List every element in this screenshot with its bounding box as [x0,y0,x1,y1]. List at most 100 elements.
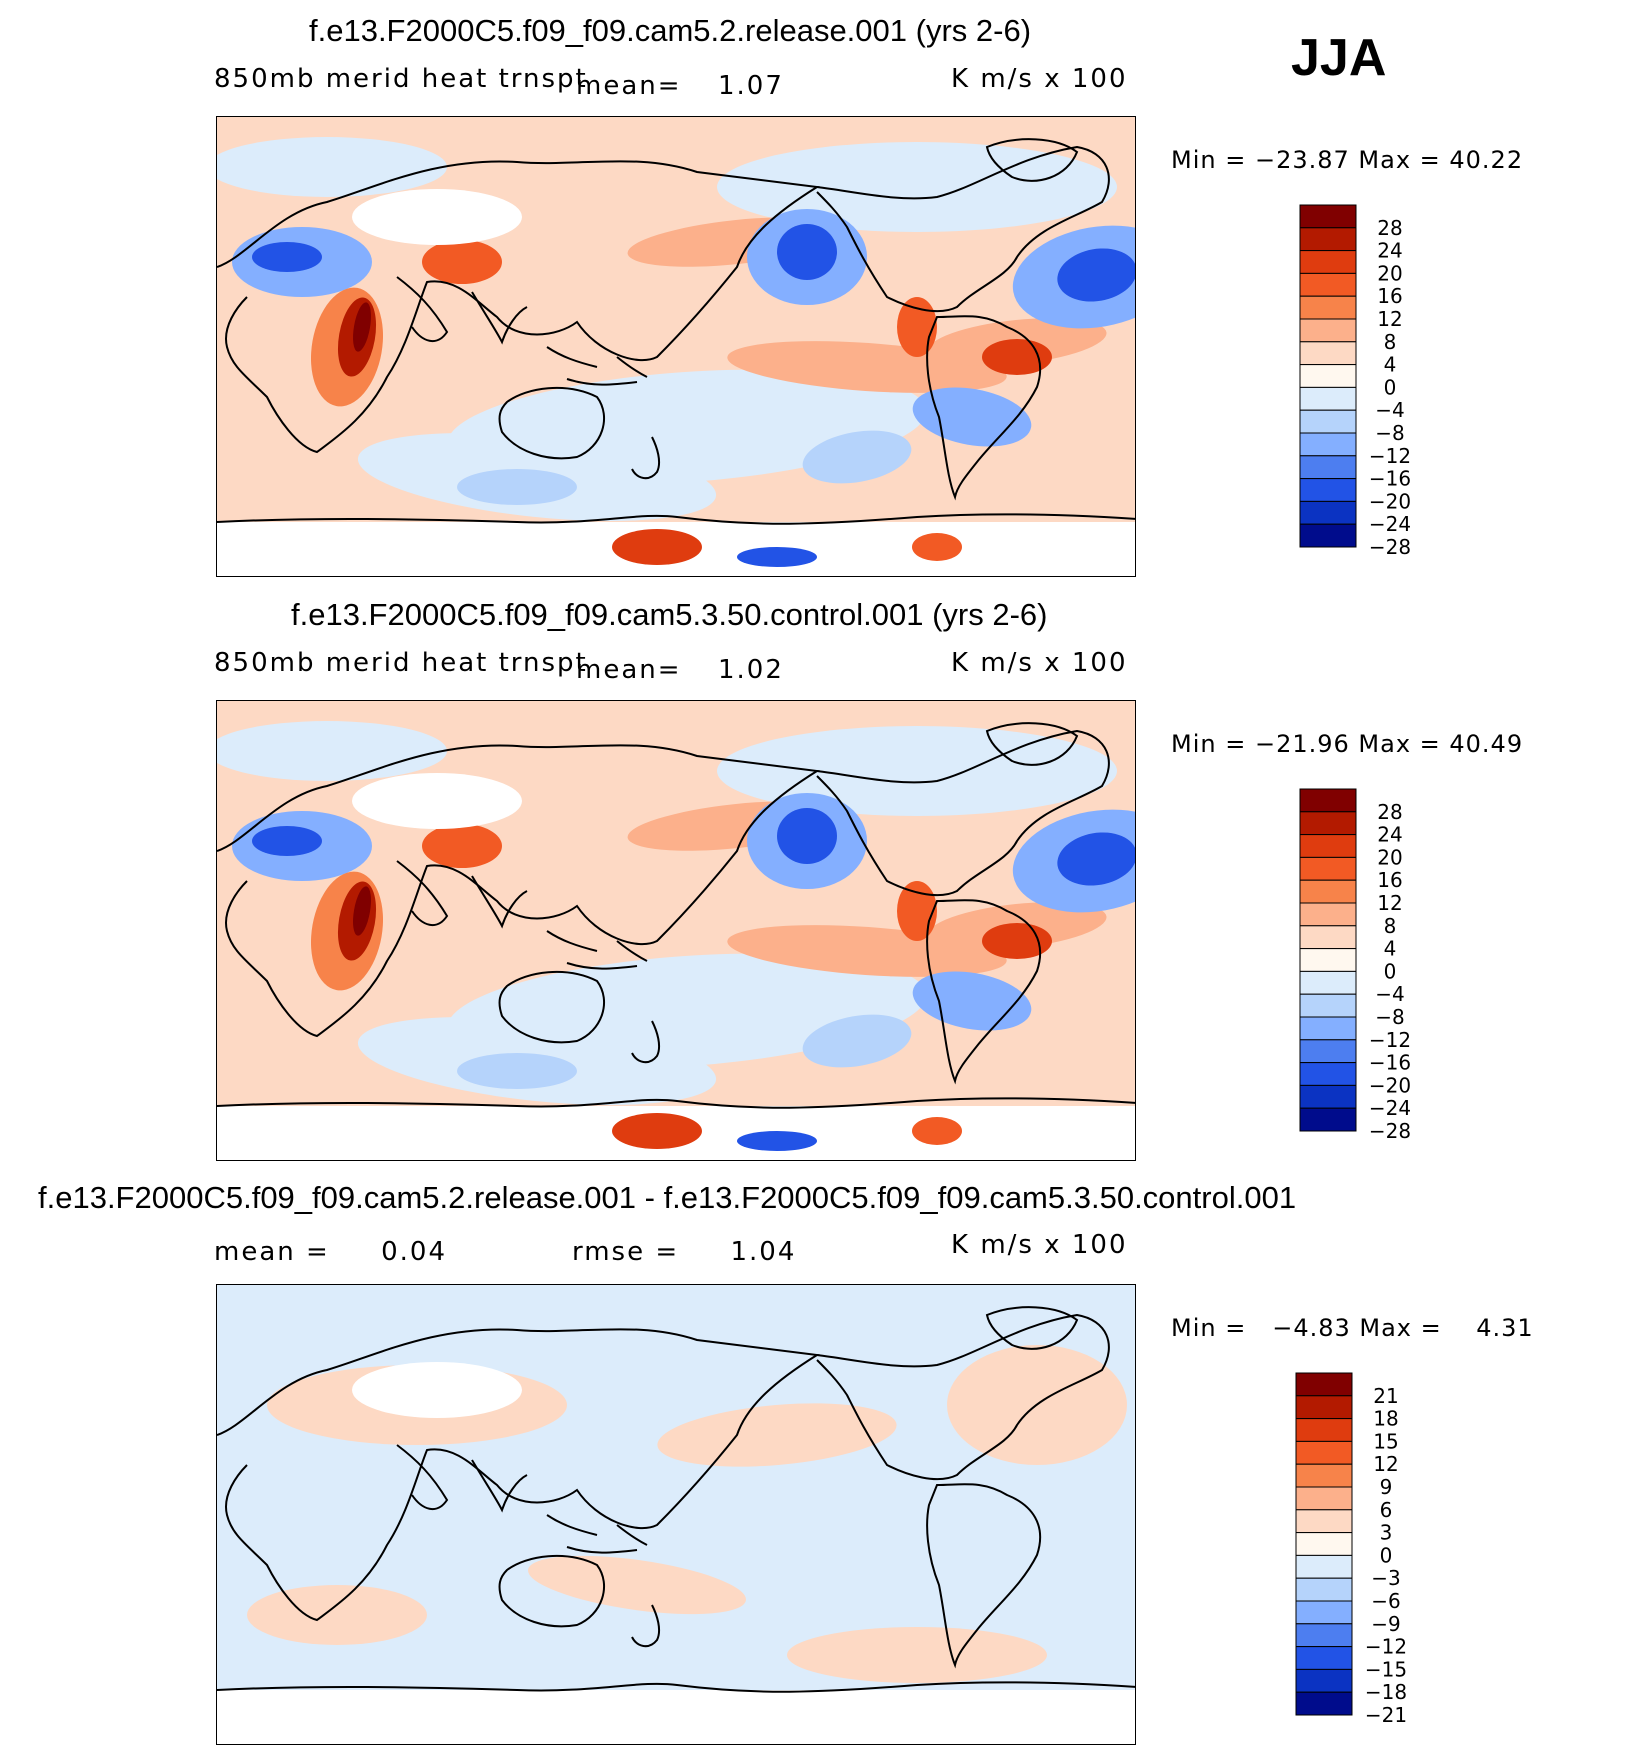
contour-fill [737,547,817,567]
colorbar-box [1295,1646,1353,1670]
contour-fill [252,242,322,272]
colorbar-tick-label: −15 [1365,1657,1407,1681]
map-feature [217,1328,820,1622]
colorbar-tick-label: 4 [1384,353,1397,377]
map-feature [926,315,1042,501]
colorbar-box [1299,523,1357,548]
colorbar-tick-label: 28 [1377,800,1402,824]
panel-2-map [216,700,1136,1161]
colorbar-box [1299,811,1357,836]
panel-2-units: K m/s x 100 [951,648,1128,678]
colorbar-box [1295,1600,1353,1625]
contour-fill [777,224,837,280]
colorbar-box [1299,970,1357,995]
map-feature [217,1681,1135,1693]
colorbar-box [1295,1463,1353,1488]
colorbar-tick-label: −18 [1365,1680,1407,1704]
colorbar-box [1295,1440,1353,1465]
colorbar-box [1299,1084,1357,1109]
contour-fill [657,1403,897,1467]
panel-2-mean-label: mean= [576,655,682,685]
colorbar-box [1299,500,1357,525]
map-feature [985,722,1079,766]
map-feature [926,899,1042,1085]
colorbar-tick-label: 12 [1373,1452,1398,1476]
colorbar-box [1295,1395,1353,1420]
panel-1-map [216,116,1136,577]
contour-fill [912,533,962,561]
panel-3-colorbar: 21 18 15 12 9 6 3 0 −3 −6 −9 −12 −15 −18 −21 [1295,1372,1436,1738]
colorbar-tick-label: 28 [1377,216,1402,240]
colorbar-tick-label: 0 [1380,1543,1393,1567]
contour-fill [982,339,1052,375]
colorbar-tick-label: 0 [1384,375,1397,399]
colorbar-box [1295,1418,1353,1442]
contour-fill [897,297,937,357]
contour-fill [1057,248,1135,302]
panel-1-units: K m/s x 100 [951,64,1128,94]
map-feature [217,744,820,1038]
colorbar-box [1299,834,1357,858]
colorbar-box [1299,318,1357,343]
contour-fill [777,808,837,864]
map-feature [546,930,648,970]
colorbar-tick-label: −12 [1369,444,1411,468]
colorbar-tick-label: 4 [1384,937,1397,961]
contour-fill [352,773,522,829]
colorbar-tick-label: −20 [1369,489,1411,513]
map-feature [217,1097,1135,1109]
colorbar-box [1295,1623,1353,1648]
colorbar-box [1299,295,1357,320]
contour-fill [422,240,502,284]
panel-3-minmax: Min = −4.83 Max = 4.31 [1171,1314,1534,1342]
contour-fill [612,529,702,565]
map-feature [396,860,528,929]
contour-fill [457,1053,577,1089]
colorbar-tick-label: 3 [1380,1521,1393,1545]
colorbar-box [1299,409,1357,434]
contour-fill [352,1362,522,1418]
panel-1-field [217,117,1135,576]
colorbar-tick-label: 20 [1377,261,1402,285]
colorbar-box [1299,227,1357,252]
panel-2-minmax: Min = −21.96 Max = 40.49 [1171,730,1524,758]
colorbar-tick-label: 16 [1377,868,1402,892]
panel-3-map [216,1284,1136,1745]
colorbar-box [1295,1509,1353,1534]
colorbar-box [1299,1062,1357,1086]
colorbar-tick-label: −12 [1369,1028,1411,1052]
colorbar-box [1299,1039,1357,1064]
panel-2-mean-value: 1.02 [718,655,784,685]
map-feature [816,729,1110,897]
colorbar-tick-label: 16 [1377,284,1402,308]
map-feature [985,138,1079,182]
colorbar-tick-label: 18 [1373,1407,1398,1431]
map-feature [396,276,528,345]
map-feature [816,1313,1110,1481]
contour-fill [787,1627,1047,1683]
colorbar-tick-label: −24 [1369,512,1411,536]
colorbar-box [1299,856,1357,881]
contour-fill [217,137,447,197]
colorbar-tick-label: −3 [1371,1566,1400,1590]
contour-fill [217,1690,1135,1744]
colorbar-box [1295,1577,1353,1602]
colorbar-box [1299,948,1357,972]
map-feature [546,1514,648,1554]
panel-1-minmax: Min = −23.87 Max = 40.22 [1171,146,1524,174]
panel-2-field [217,701,1135,1160]
colorbar-tick-label: 21 [1373,1384,1398,1408]
panel-3-mean: mean = 0.04 [214,1237,447,1267]
contour-fill [353,886,371,936]
panel-1-colorbar: 28 24 20 16 12 8 4 0 −4 −8 −12 −16 −20 −24 −28 [1299,204,1440,570]
contour-fill [528,1555,746,1615]
panel-2-colorbar: 28 24 20 16 12 8 4 0 −4 −8 −12 −16 −20 −24 −28 [1299,788,1440,1154]
contour-fill [982,923,1052,959]
map-feature [985,1306,1079,1350]
map-feature [498,970,606,1044]
colorbar-box [1299,478,1357,502]
contour-fill [912,1117,962,1145]
colorbar-box [1299,455,1357,480]
contour-fill [897,881,937,941]
panel-2-variable: 850mb merid heat trnspt [214,648,588,678]
